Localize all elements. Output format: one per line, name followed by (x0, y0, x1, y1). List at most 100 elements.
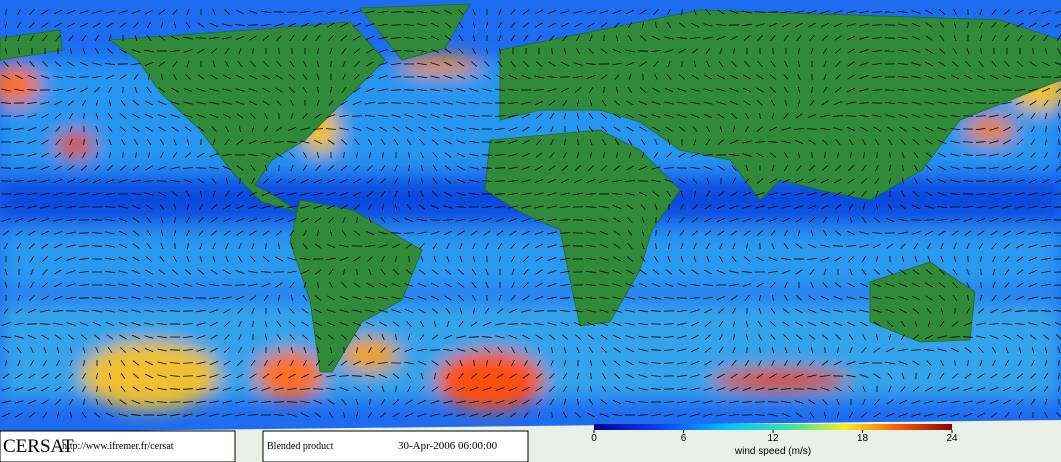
wind-arrow (690, 360, 700, 366)
wind-arrow (940, 307, 944, 315)
wind-arrow (133, 138, 139, 146)
wind-arrow (289, 35, 295, 41)
wind-arrow (732, 177, 736, 185)
wind-arrow (93, 334, 101, 340)
wind-arrow (1053, 271, 1061, 273)
wind-arrow (196, 322, 206, 326)
wind-arrow (393, 138, 399, 146)
wind-arrow (627, 21, 633, 29)
wind-arrow (744, 295, 750, 301)
wind-arrow (302, 113, 308, 119)
wind-arrow (235, 35, 245, 41)
wind-arrow (613, 360, 621, 366)
wind-arrow (1004, 412, 1010, 418)
wind-arrow (1044, 398, 1048, 406)
wind-arrow (238, 333, 242, 341)
wind-arrow (303, 359, 307, 367)
wind-arrow (27, 153, 37, 157)
wind-arrow (820, 244, 830, 248)
wind-arrow (924, 349, 934, 351)
wind-arrow (41, 295, 49, 301)
wind-arrow (663, 362, 675, 364)
wind-arrow (886, 243, 894, 249)
wind-arrow (548, 334, 556, 340)
wind-arrow (811, 229, 813, 237)
wind-arrow (626, 256, 634, 262)
wind-arrow (547, 205, 557, 209)
wind-arrow (1016, 139, 1024, 145)
wind-arrow (521, 218, 531, 222)
wind-arrow (443, 230, 453, 236)
wind-arrow (534, 179, 544, 183)
wind-arrow (43, 346, 47, 354)
wind-arrow (743, 373, 751, 379)
wind-arrow (223, 204, 231, 210)
wind-arrow (328, 411, 334, 419)
wind-arrow (1003, 230, 1011, 236)
wind-arrow (486, 359, 488, 367)
wind-arrow (289, 152, 295, 158)
wind-arrow (1016, 22, 1024, 28)
wind-arrow (1041, 232, 1051, 234)
wind-arrow (391, 232, 401, 234)
wind-arrow (263, 178, 269, 184)
wind-arrow (456, 386, 466, 392)
wind-arrow (278, 242, 280, 250)
wind-arrow (494, 180, 506, 182)
wind-arrow (639, 61, 647, 67)
wind-arrow (1015, 75, 1025, 79)
wind-arrow (314, 295, 322, 301)
wind-arrow (938, 9, 946, 15)
wind-arrow (781, 127, 791, 131)
wind-arrow (147, 73, 151, 81)
wind-arrow (81, 35, 87, 41)
wind-arrow (548, 61, 556, 67)
wind-arrow (769, 321, 777, 327)
wind-arrow (976, 218, 986, 222)
wind-arrow (290, 346, 294, 354)
wind-arrow (82, 151, 86, 159)
wind-arrow (1054, 179, 1061, 184)
wind-arrow (210, 321, 218, 327)
wind-arrow (431, 139, 439, 145)
wind-arrow (729, 153, 739, 157)
wind-arrow (990, 412, 998, 418)
wind-arrow (690, 387, 700, 391)
product-datetime: 30-Apr-2006 06:00:00 (398, 440, 498, 452)
wind-arrow (404, 24, 414, 26)
wind-arrow (404, 348, 414, 352)
wind-arrow (742, 271, 752, 273)
wind-arrow (482, 102, 492, 104)
wind-arrow (405, 399, 413, 405)
wind-arrow (691, 230, 699, 236)
wind-arrow (183, 114, 193, 118)
wind-arrow (473, 359, 475, 367)
wind-arrow (497, 21, 503, 29)
wind-arrow (950, 101, 960, 105)
wind-arrow (313, 321, 323, 327)
wind-arrow (171, 191, 179, 197)
wind-arrow (133, 22, 139, 28)
wind-arrow (132, 360, 140, 366)
wind-arrow (690, 321, 700, 327)
wind-arrow (157, 361, 167, 365)
wind-arrow (952, 282, 958, 288)
wind-arrow (692, 178, 698, 184)
wind-arrow (314, 412, 322, 418)
wind-arrow (1, 218, 11, 222)
wind-arrow (173, 21, 177, 29)
wind-arrow (444, 22, 452, 28)
wind-arrow (4, 21, 8, 29)
wind-arrow (754, 401, 766, 403)
wind-arrow (183, 87, 193, 93)
wind-arrow (313, 192, 323, 196)
wind-arrow (496, 308, 504, 314)
wind-arrow (976, 387, 986, 391)
wind-arrow (535, 282, 543, 288)
wind-arrow (495, 88, 505, 92)
wind-arrow (898, 283, 908, 287)
wind-arrow (395, 333, 397, 341)
wind-arrow (317, 229, 319, 237)
wind-arrow (797, 99, 801, 107)
wind-arrow (248, 414, 258, 416)
